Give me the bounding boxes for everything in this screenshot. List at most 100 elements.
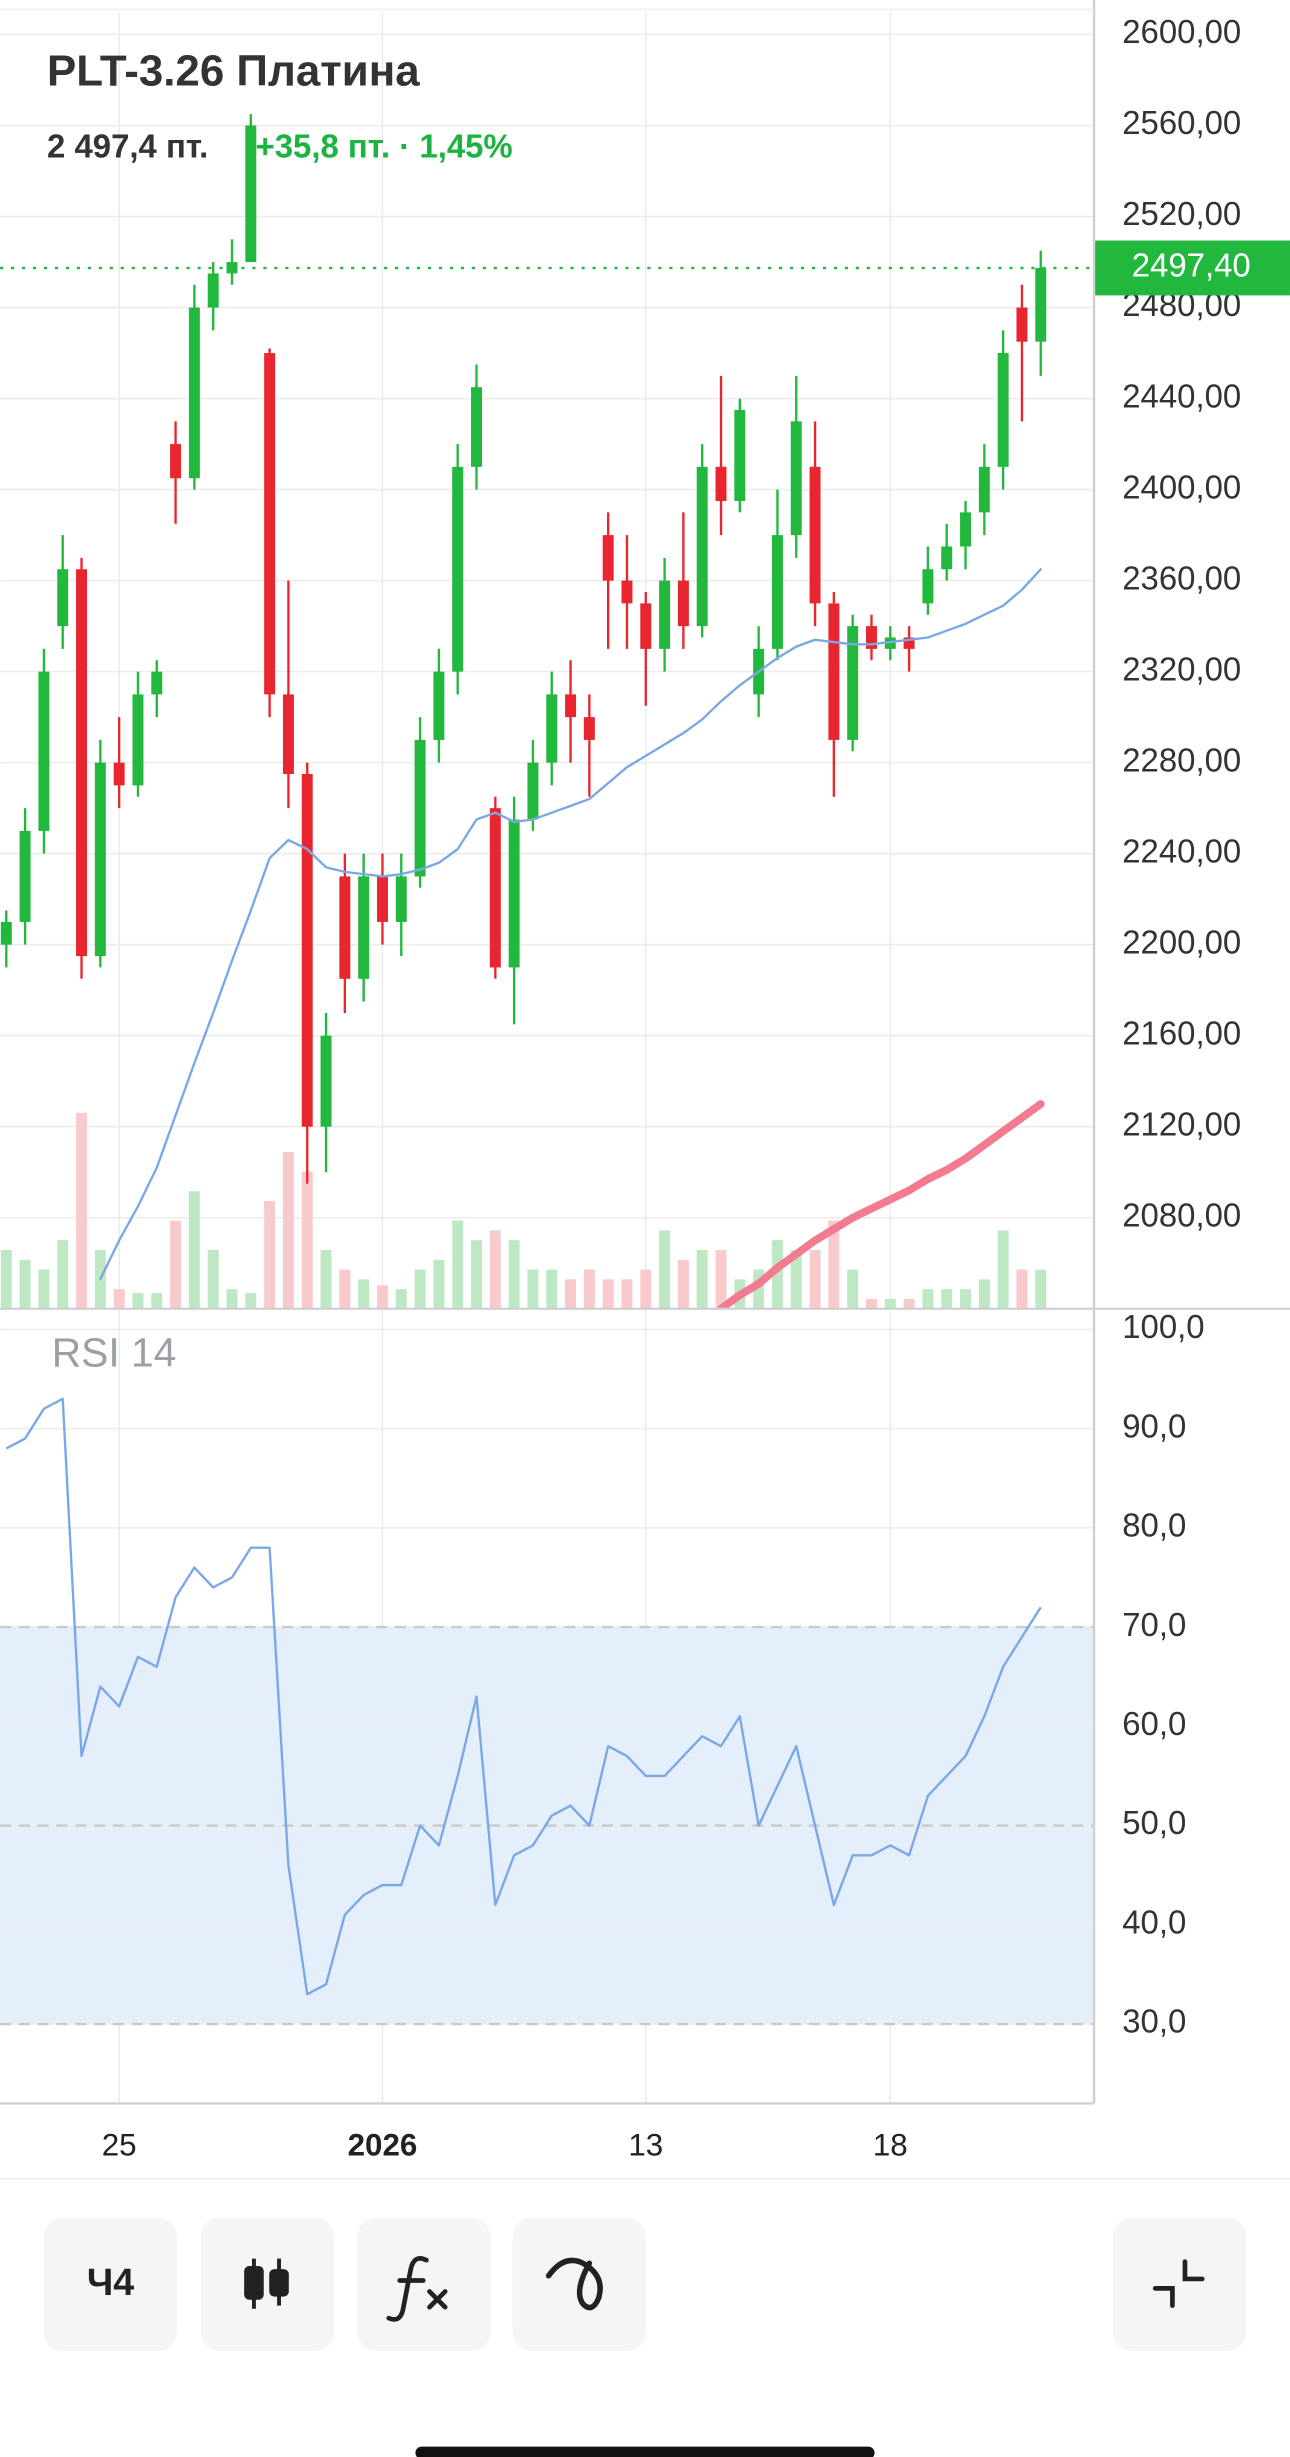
volume-bar <box>583 1269 595 1309</box>
volume-bar <box>508 1240 520 1309</box>
moving-average-line <box>717 1100 1045 1309</box>
y-tick-label: 2160,00 <box>1122 1014 1241 1051</box>
y-tick-label: 2080,00 <box>1122 1196 1241 1233</box>
volume-bar <box>452 1220 464 1309</box>
volume-bar <box>264 1200 276 1309</box>
candle-body <box>151 671 163 695</box>
volume-bar <box>245 1293 257 1309</box>
chart-layer: 2600,002560,002520,002480,002440,002400,… <box>0 13 1290 2163</box>
candle-icon <box>244 2258 289 2309</box>
candle-body <box>38 671 50 831</box>
last-price-box <box>1094 240 1290 296</box>
indicators-button[interactable] <box>357 2217 491 2352</box>
candle-body <box>76 569 88 957</box>
candle-body <box>828 603 840 740</box>
background-layer <box>0 11 1095 2104</box>
moving-average-line <box>99 568 1042 1281</box>
home-indicator <box>415 2446 875 2457</box>
candle-body <box>621 580 633 604</box>
candle-body <box>847 626 859 740</box>
candle-body <box>1016 307 1028 342</box>
volume-bar <box>659 1230 671 1309</box>
candle-body <box>188 307 200 479</box>
volume-bar <box>640 1269 652 1309</box>
volume-bar <box>1035 1269 1047 1309</box>
candle-body <box>527 762 539 820</box>
candle-body <box>433 671 445 740</box>
volume-bar <box>960 1289 972 1309</box>
price-change: +35,8 пт. · 1,45% <box>256 128 513 165</box>
y-tick-label: 100,0 <box>1122 1308 1204 1345</box>
instrument-title: PLT-3.26 Платина <box>47 46 420 95</box>
volume-bar <box>301 1171 313 1309</box>
candle-body <box>602 535 614 581</box>
volume-bar <box>621 1279 633 1309</box>
volume-bar <box>207 1249 219 1309</box>
collapse-icon <box>1152 2259 1205 2308</box>
y-tick-label: 70,0 <box>1122 1606 1186 1643</box>
last-price-label: 2497,40 <box>1132 247 1251 284</box>
candle-body <box>583 717 595 740</box>
volume-bar <box>471 1240 482 1309</box>
candle-body <box>339 876 351 979</box>
volume-bar <box>170 1220 182 1309</box>
volume-bar <box>151 1293 163 1309</box>
y-tick-label: 80,0 <box>1122 1507 1186 1544</box>
chart-type-button[interactable] <box>200 2217 334 2352</box>
interval-button[interactable] <box>43 2217 178 2352</box>
volume-bar <box>282 1152 294 1309</box>
volume-bar <box>546 1269 558 1309</box>
y-tick-label: 2360,00 <box>1122 559 1241 596</box>
candle-body <box>207 273 219 308</box>
volume-bar <box>489 1230 501 1309</box>
candle-body <box>113 762 125 786</box>
candle-body <box>565 694 577 718</box>
volume-bar <box>433 1259 445 1309</box>
volume-bar <box>38 1269 50 1309</box>
candle-body <box>19 830 31 922</box>
candle-body <box>997 353 1009 467</box>
volume-bar <box>1016 1269 1028 1309</box>
y-tick-label: 90,0 <box>1122 1407 1186 1444</box>
candle-body <box>358 876 370 979</box>
x-tick-label: 2026 <box>348 2128 418 2163</box>
candle-body <box>677 580 689 627</box>
volume-bar <box>865 1298 877 1309</box>
y-tick-label: 2320,00 <box>1122 650 1241 687</box>
rsi-plot <box>5 1397 1042 1996</box>
volume-bar <box>847 1269 859 1309</box>
x-tick-label: 13 <box>628 2128 663 2163</box>
candle-body <box>452 466 464 672</box>
y-tick-label: 40,0 <box>1122 1903 1186 1940</box>
volume-bar <box>696 1249 708 1309</box>
volume-bar <box>395 1289 407 1309</box>
candle-body <box>245 125 257 263</box>
candle-body <box>301 774 313 1127</box>
rsi-line <box>5 1397 1042 1996</box>
volume-bar <box>978 1279 990 1309</box>
candle-body <box>489 808 501 968</box>
candle-body <box>132 694 144 786</box>
candle-body <box>771 535 783 649</box>
volume-bar <box>884 1298 896 1309</box>
candle-body <box>941 546 953 570</box>
y-tick-label: 2560,00 <box>1122 104 1241 141</box>
rsi-title: RSI 14 <box>52 1330 177 1376</box>
volume-bar <box>809 1249 821 1309</box>
toolbar: Ч4 <box>43 2217 1247 2352</box>
y-tick-label: 2600,00 <box>1122 13 1241 50</box>
candle-body <box>264 353 276 695</box>
candle-body <box>508 819 520 968</box>
y-tick-label: 60,0 <box>1122 1705 1186 1742</box>
candle-body <box>978 466 990 513</box>
volume-bar <box>828 1220 840 1309</box>
y-tick-label: 2120,00 <box>1122 1105 1241 1142</box>
y-tick-label: 2520,00 <box>1122 195 1241 232</box>
volume-bar <box>565 1279 577 1309</box>
collapse-button[interactable] <box>1112 2217 1247 2352</box>
candle-body <box>809 466 821 604</box>
x-tick-label: 25 <box>102 2128 137 2163</box>
price-plot <box>0 114 1047 1309</box>
